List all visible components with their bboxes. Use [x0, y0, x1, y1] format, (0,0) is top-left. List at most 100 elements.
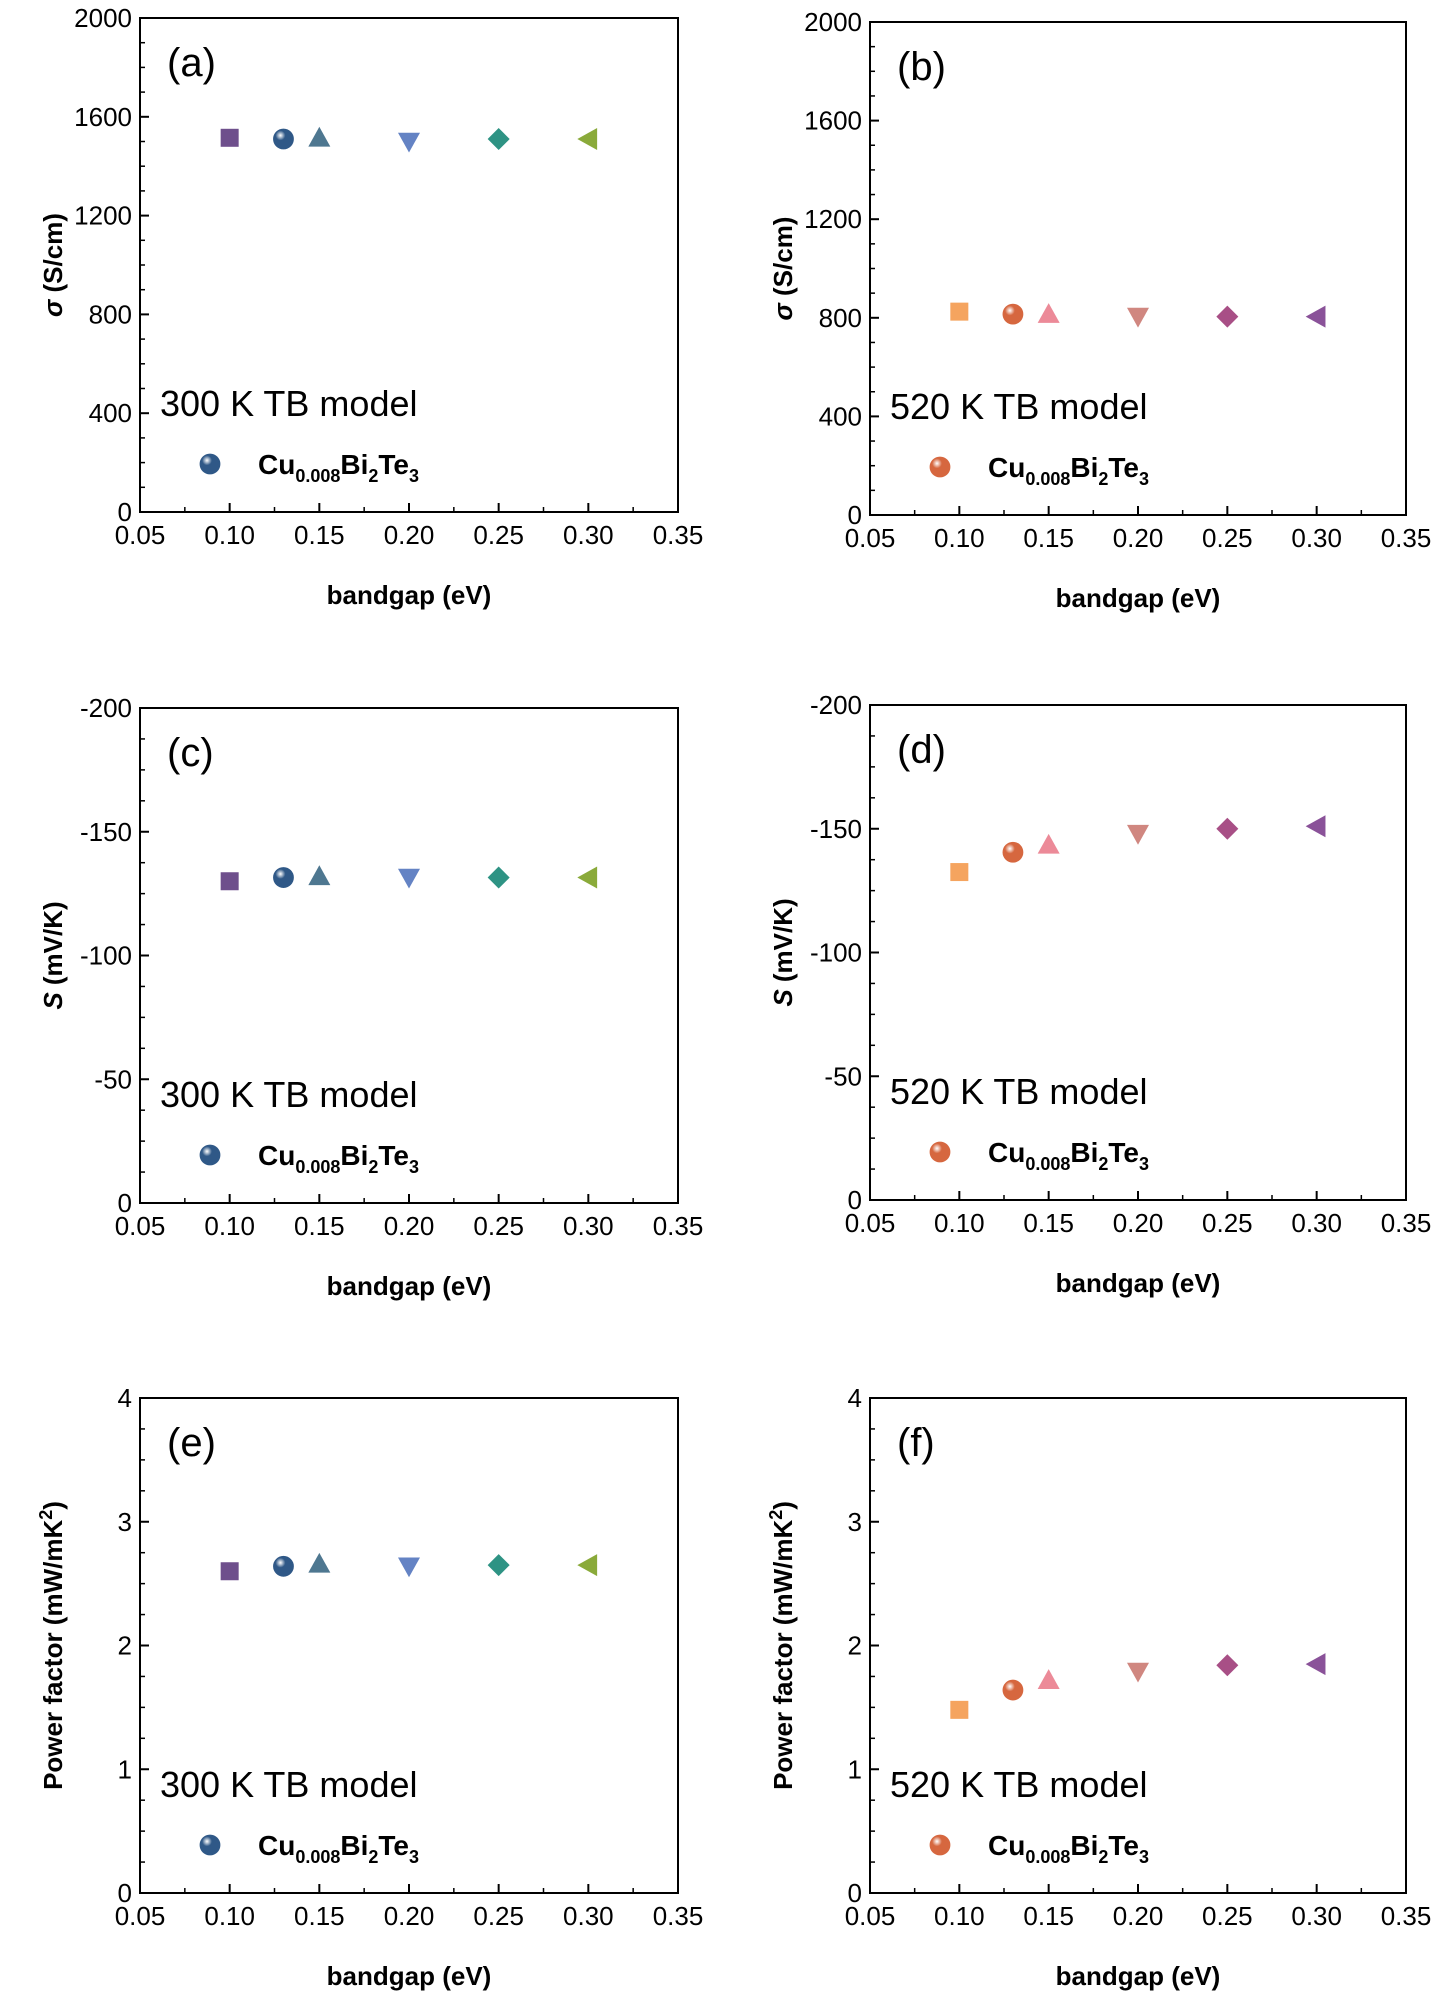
x-tick-label: 0.05: [115, 1901, 166, 1931]
x-tick-label: 0.15: [1023, 1901, 1074, 1931]
panel-a: 0.05 0.10 0.15 0.20 0.25 0.30 0.35 0 400 800 1200 1…: [38, 3, 703, 610]
x-tick-label: 0.25: [473, 1901, 524, 1931]
x-tick-label: 0.25: [1202, 1208, 1253, 1238]
y-axis-title: S (mV/K): [768, 898, 798, 1006]
legend-marker: [929, 1834, 951, 1856]
x-tick-label: 0.30: [563, 520, 614, 550]
model-label: 520 K TB model: [890, 386, 1147, 427]
model-label: 520 K TB model: [890, 1764, 1147, 1805]
data-point-square: [220, 872, 239, 891]
x-axis-title: bandgap (eV): [1056, 1961, 1221, 1991]
y-tick-label: 1600: [74, 102, 132, 132]
data-point-diamond: [487, 866, 510, 889]
data-point-triangle-down: [398, 868, 420, 889]
x-tick-label: 0.20: [384, 1211, 435, 1241]
data-point-square: [950, 302, 969, 321]
y-tick-label: 2: [118, 1631, 132, 1661]
data-point-triangle-left: [577, 128, 598, 151]
legend-label: Cu0.008Bi2Te3: [258, 449, 419, 486]
y-tick-label: -50: [824, 1061, 862, 1091]
x-tick-label: 0.25: [473, 1211, 524, 1241]
x-tick-label: 0.25: [1202, 523, 1253, 553]
x-tick-label: 0.15: [1023, 523, 1074, 553]
data-point-triangle-left: [1305, 815, 1326, 838]
y-tick-label: 1200: [74, 201, 132, 231]
y-tick-label: 2000: [74, 3, 132, 33]
data-point-triangle-up: [308, 126, 331, 147]
panel-c: 0.05 0.10 0.15 0.20 0.25 0.30 0.35 0 -50 -100 -150…: [38, 693, 703, 1301]
x-tick-label: 0.15: [294, 1211, 345, 1241]
x-tick-label: 0.05: [845, 523, 896, 553]
data-point-sphere: [273, 128, 294, 150]
y-tick-label: 1: [118, 1754, 132, 1784]
x-tick-label: 0.25: [1202, 1901, 1253, 1931]
plot-frame: [139, 17, 679, 513]
legend-label: Cu0.008Bi2Te3: [988, 1137, 1149, 1174]
data-point-triangle-down: [1127, 1662, 1149, 1683]
x-tick-label: 0.30: [563, 1901, 614, 1931]
x-tick-label: 0.15: [1023, 1208, 1074, 1238]
x-tick-label: 0.10: [204, 1901, 255, 1931]
model-label: 300 K TB model: [160, 383, 417, 424]
legend-marker: [199, 1834, 221, 1856]
x-tick-label: 0.20: [1113, 1208, 1164, 1238]
legend-marker: [929, 1141, 951, 1163]
data-point-triangle-left: [577, 866, 598, 889]
y-tick-label: 3: [118, 1507, 132, 1537]
y-tick-label: 2000: [804, 7, 862, 37]
y-tick-label: 4: [848, 1383, 862, 1413]
data-point-triangle-up: [308, 1552, 331, 1573]
y-tick-label: 0: [118, 1878, 132, 1908]
x-tick-label: 0.35: [653, 1901, 704, 1931]
data-point-square: [220, 128, 239, 147]
x-tick-label: 0.10: [204, 520, 255, 550]
y-tick-label: 0: [118, 497, 132, 527]
x-tick-label: 0.30: [1291, 1208, 1342, 1238]
legend-marker: [199, 453, 221, 475]
panel-label: (e): [167, 1421, 216, 1465]
data-point-diamond: [487, 1554, 510, 1577]
plot-frame: [139, 1397, 679, 1894]
data-point-triangle-up: [1037, 1669, 1060, 1689]
panel-f: 0.05 0.10 0.15 0.20 0.25 0.30 0.35 0 1 2 3 4 bandgap…: [766, 1383, 1431, 1991]
model-label: 300 K TB model: [160, 1764, 417, 1805]
x-tick-label: 0.10: [934, 1901, 985, 1931]
panel-d: 0.05 0.10 0.15 0.20 0.25 0.30 0.35 0 -50 -100 -150…: [768, 690, 1431, 1298]
data-point-diamond: [1216, 817, 1239, 840]
data-point-sphere: [273, 1555, 294, 1577]
data-point-triangle-down: [398, 132, 420, 153]
x-tick-label: 0.30: [1291, 1901, 1342, 1931]
x-tick-label: 0.30: [563, 1211, 614, 1241]
y-tick-label: 800: [819, 303, 862, 333]
x-tick-label: 0.35: [653, 520, 704, 550]
y-tick-label: 3: [848, 1507, 862, 1537]
y-axis-title: σ (S/cm): [38, 213, 68, 317]
data-point-triangle-up: [308, 865, 331, 886]
data-point-triangle-down: [1127, 307, 1149, 328]
x-tick-label: 0.25: [473, 520, 524, 550]
y-tick-label: 800: [89, 299, 132, 329]
data-point-triangle-down: [1127, 824, 1149, 845]
y-axis-title: S (mV/K): [38, 901, 68, 1009]
data-point-sphere: [1002, 303, 1024, 325]
plot-frame: [869, 1397, 1407, 1894]
model-label: 520 K TB model: [890, 1071, 1147, 1112]
y-tick-label: -50: [94, 1064, 132, 1094]
legend-marker: [929, 456, 951, 478]
data-point-triangle-left: [1305, 1653, 1326, 1676]
y-tick-label: 0: [848, 1878, 862, 1908]
model-label: 300 K TB model: [160, 1074, 417, 1115]
x-tick-label: 0.35: [1381, 523, 1432, 553]
y-tick-label: -100: [810, 938, 862, 968]
x-axis-title: bandgap (eV): [327, 580, 492, 610]
x-tick-label: 0.10: [934, 1208, 985, 1238]
y-tick-label: 1200: [804, 204, 862, 234]
legend-label: Cu0.008Bi2Te3: [988, 452, 1149, 489]
y-tick-label: 0: [118, 1188, 132, 1218]
x-tick-label: 0.05: [845, 1208, 896, 1238]
x-tick-label: 0.10: [934, 523, 985, 553]
plot-frame: [869, 704, 1407, 1201]
y-tick-label: -150: [810, 814, 862, 844]
x-axis-title: bandgap (eV): [1056, 583, 1221, 613]
